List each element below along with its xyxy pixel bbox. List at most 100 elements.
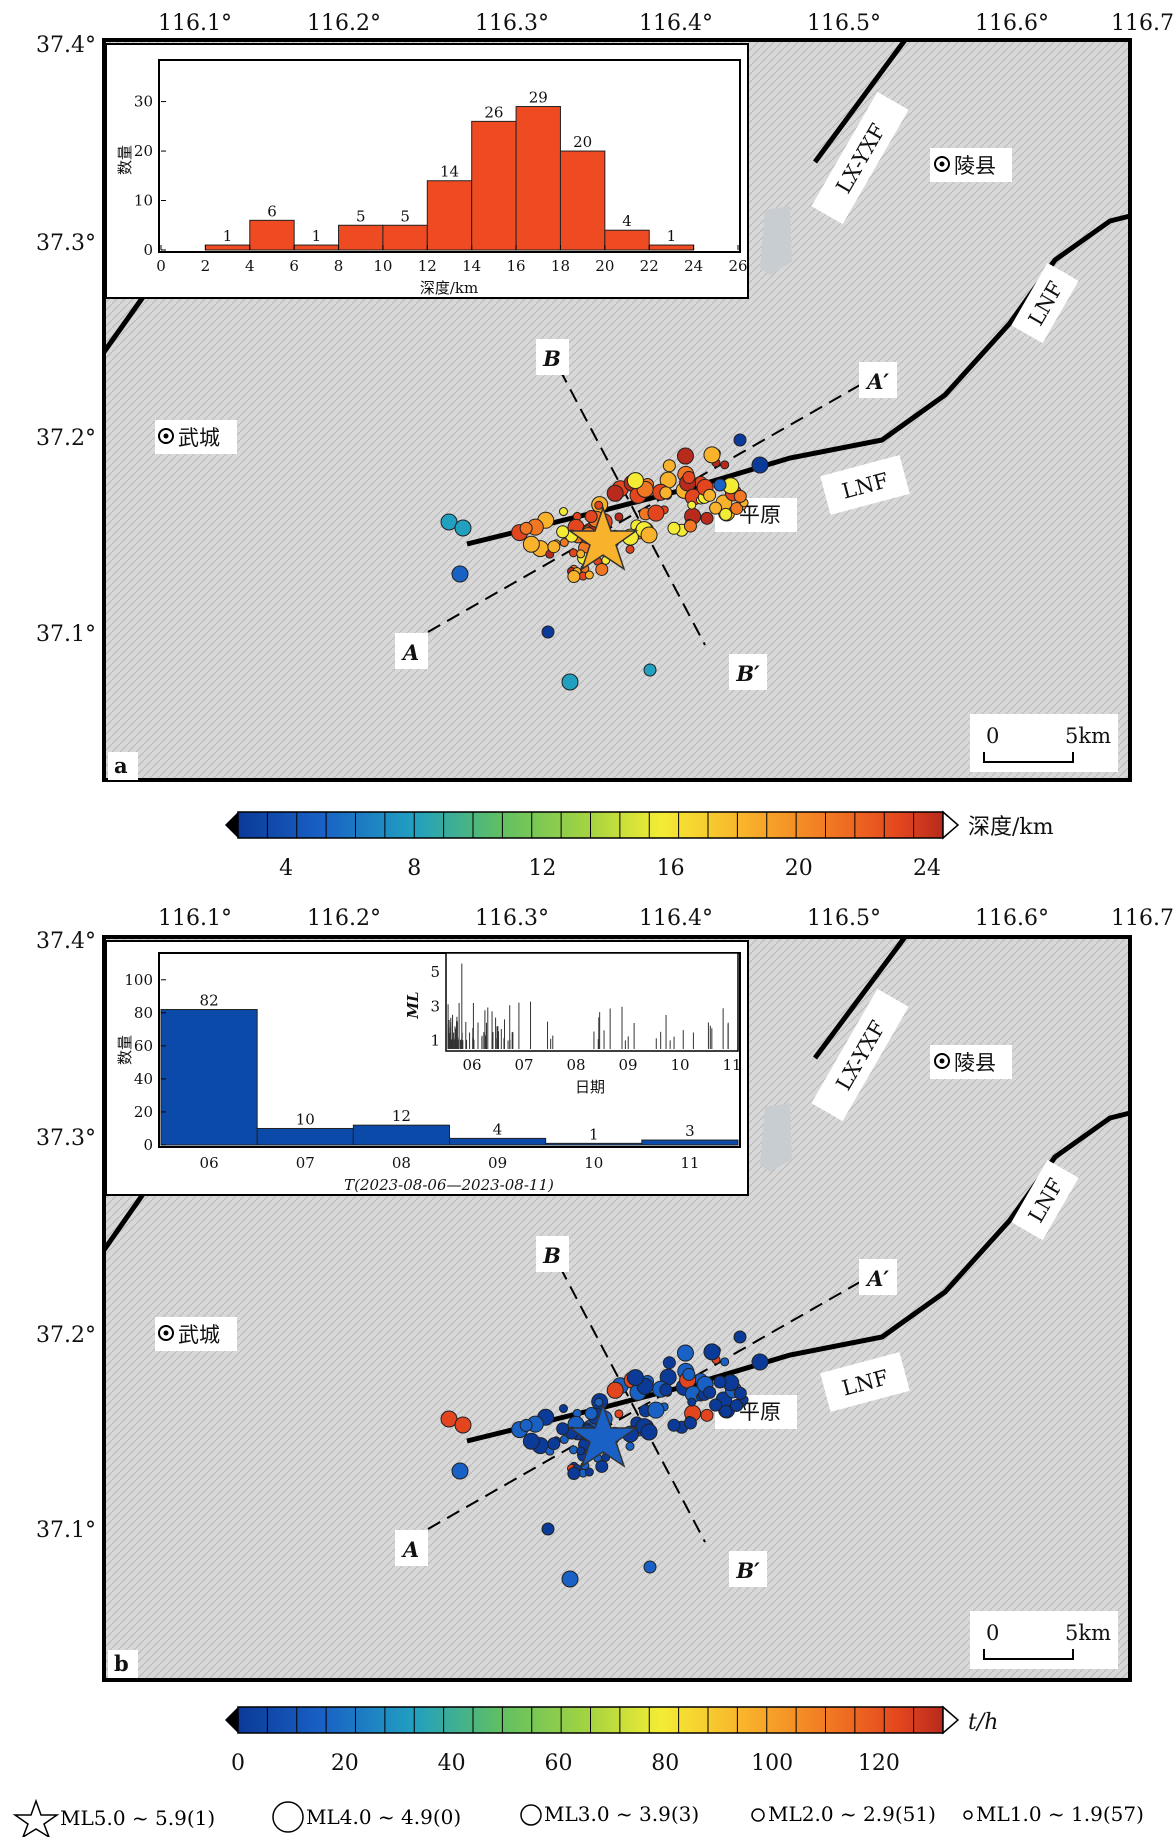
depth-ytick: 30 (134, 93, 153, 111)
lon-tick: 116.6° (975, 906, 1049, 931)
lon-tick: 116.3° (475, 11, 549, 36)
colorbar-tick: 100 (751, 1751, 793, 1776)
colorbar-tick: 0 (231, 1751, 245, 1776)
event-marker (519, 521, 533, 535)
depth-xtick: 18 (551, 257, 570, 275)
profile-bb (559, 369, 706, 646)
event-marker (683, 519, 697, 533)
event-marker (730, 1398, 744, 1412)
event-marker (643, 663, 657, 677)
panel-letter: b (114, 1651, 129, 1676)
event-marker (559, 538, 569, 548)
inset-xtick: 10 (670, 1056, 689, 1074)
fault-lxyxf (812, 38, 908, 164)
depth-xtick: 2 (201, 257, 211, 275)
fault-lxyxf (812, 935, 908, 1060)
event-marker (733, 1330, 747, 1344)
fault-lnf (466, 213, 1131, 547)
depth-ytick: 20 (134, 142, 153, 160)
hist-a-xlabel: 深度/km (420, 279, 478, 297)
colorbar-tick: 20 (785, 856, 813, 881)
colorbar-b: t/h 0 20 40 60 80 100 120 (225, 1705, 998, 1776)
panel-b: 116.1° 116.2° 116.3° 116.4° 116.5° 116.6… (36, 906, 1175, 1776)
colorbar-tick: 4 (279, 856, 293, 881)
lon-tick: 116.5° (807, 906, 881, 931)
colorbar-tick: 16 (657, 856, 685, 881)
event-marker (626, 472, 644, 490)
inset-ytick: 5 (430, 963, 440, 981)
event-marker (454, 1416, 472, 1434)
profile-label-b: B (536, 1236, 569, 1272)
depth-xtick: 12 (418, 257, 437, 275)
event-marker (561, 1570, 579, 1588)
lat-tick: 37.3° (36, 1126, 96, 1151)
event-marker (719, 507, 733, 521)
event-marker (625, 544, 635, 554)
place-wucheng: 武城 (155, 420, 237, 454)
profile-label-a: A (395, 1530, 428, 1566)
legend-item-ml5: ML5.0 ~ 5.9(1) (12, 1799, 215, 1837)
svg-text:B: B (542, 346, 561, 371)
lon-tick: 116.2° (307, 906, 381, 931)
depth-xtick: 8 (334, 257, 344, 275)
star-icon (12, 1799, 60, 1837)
inset-ytick: 3 (430, 997, 440, 1015)
svg-text:A′: A′ (865, 1266, 889, 1291)
panel-letter-box (108, 752, 138, 780)
event-marker (594, 1397, 604, 1407)
event-marker (640, 526, 658, 544)
time-bar (641, 1139, 739, 1146)
event-marker (522, 535, 540, 553)
lat-tick: 37.3° (36, 231, 96, 256)
event-marker (676, 447, 694, 465)
event-marker (519, 1418, 533, 1432)
depth-bar-label: 29 (529, 89, 548, 107)
svg-text:A: A (401, 640, 419, 665)
event-marker (703, 1343, 721, 1361)
inset-ylabel: ML (404, 991, 422, 1019)
panel-a: 116.1° 116.2° 116.3° 116.4° 116.5° 116.6… (36, 11, 1175, 881)
event-marker (676, 1344, 694, 1362)
legend-label: ML3.0 ~ 3.9(3) (544, 1802, 700, 1826)
depth-bar (648, 244, 695, 251)
depth-xtick: 4 (245, 257, 255, 275)
legend-item-ml1: ML1.0 ~ 1.9(57) (960, 1799, 1144, 1829)
fault-label-lnf: LNF (820, 455, 910, 515)
time-xtick: 09 (488, 1154, 507, 1172)
lat-tick: 37.1° (36, 622, 96, 647)
event-marker (451, 1462, 469, 1480)
time-xtick: 10 (584, 1154, 603, 1172)
place-lingxian: 陵县 (930, 1045, 1012, 1079)
depth-xtick: 0 (156, 257, 166, 275)
lon-tick: 116.3° (475, 906, 549, 931)
svg-text:B′: B′ (735, 661, 760, 686)
depth-bar-label: 6 (267, 202, 277, 220)
event-marker (687, 1397, 697, 1407)
circle-icon (272, 1801, 304, 1833)
colorbar-tick: 24 (913, 856, 941, 881)
event-marker (662, 459, 676, 473)
event-marker (625, 1441, 635, 1451)
depth-bar (382, 224, 428, 251)
depth-ytick: 0 (143, 241, 153, 259)
legend-label: ML4.0 ~ 4.9(0) (306, 1805, 462, 1829)
scale-bar-a: 0 5km (970, 714, 1118, 772)
inset-xtick: 08 (566, 1056, 585, 1074)
time-xtick: 08 (392, 1154, 411, 1172)
panel-b-lon-ticks: 116.1° 116.2° 116.3° 116.4° 116.5° 116.6… (158, 906, 1175, 931)
lat-tick: 37.4° (36, 929, 96, 954)
depth-bar-label: 14 (440, 163, 459, 181)
depth-bar (338, 224, 384, 251)
depth-bar-label: 5 (400, 207, 410, 225)
event-marker (713, 478, 727, 492)
event-marker (626, 1369, 644, 1387)
depth-xtick: 22 (640, 257, 659, 275)
hist-a-ylabel: 数量 (116, 145, 134, 175)
svg-text:B′: B′ (735, 1558, 760, 1583)
event-marker (595, 562, 609, 576)
event-marker (703, 446, 721, 464)
event-marker (454, 519, 472, 537)
event-marker (576, 549, 586, 559)
fault-lnf (466, 1110, 1131, 1444)
fault-label-lnf: LNF (820, 1352, 910, 1412)
